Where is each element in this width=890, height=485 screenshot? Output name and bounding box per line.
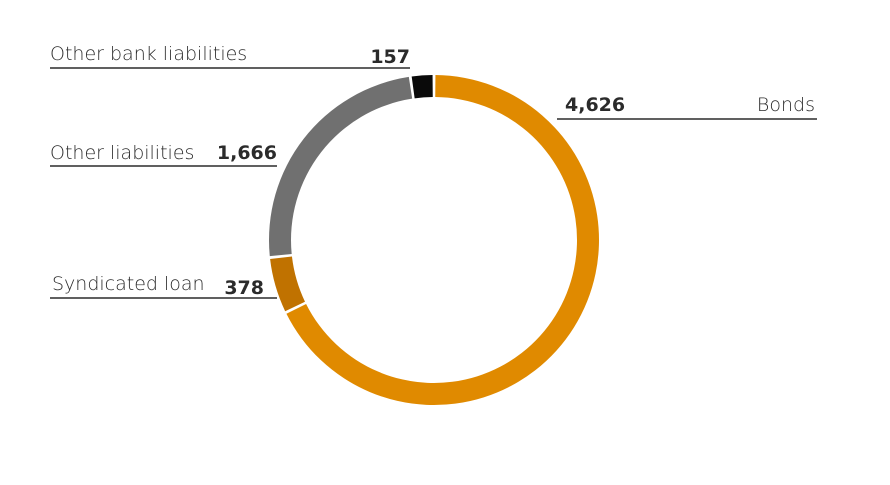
- label-syndicated-loan: Syndicated loan: [52, 273, 205, 295]
- value-bonds: 4,626: [565, 94, 625, 116]
- label-other-bank-liabilities: Other bank liabilities: [50, 43, 247, 65]
- donut-slices: [269, 75, 599, 405]
- value-syndicated-loan: 378: [224, 277, 264, 299]
- slice-other-liabilities: [269, 76, 413, 257]
- value-other-liabilities: 1,666: [217, 142, 277, 164]
- label-bonds: Bonds: [757, 94, 815, 116]
- value-other-bank-liabilities: 157: [370, 46, 410, 68]
- slice-other-bank-liabilities: [411, 75, 433, 99]
- label-other-liabilities: Other liabilities: [50, 142, 194, 164]
- slice-syndicated-loan: [270, 256, 305, 312]
